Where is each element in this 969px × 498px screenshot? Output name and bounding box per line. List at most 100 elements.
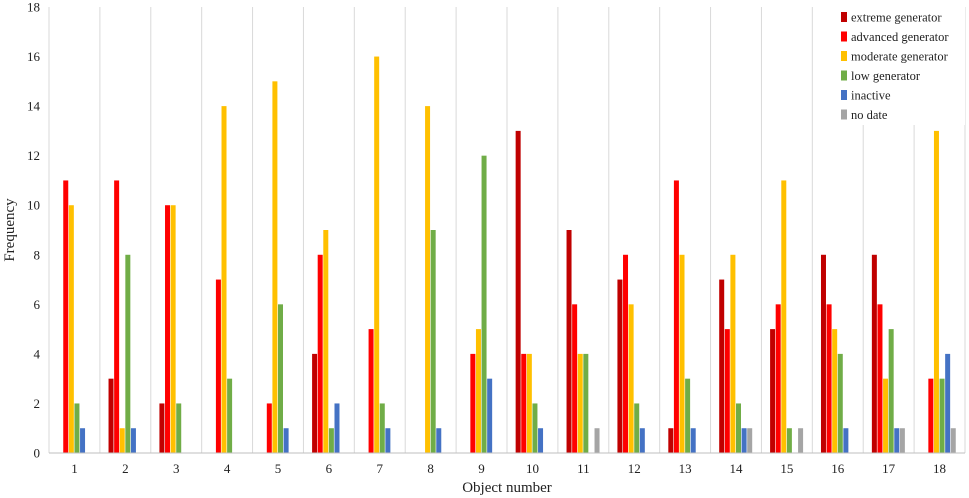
x-tick-label: 3 bbox=[173, 461, 180, 476]
bar bbox=[526, 353, 532, 453]
legend-label: low generator bbox=[851, 69, 921, 83]
bar bbox=[617, 279, 623, 453]
bar bbox=[668, 428, 674, 453]
bar bbox=[899, 428, 905, 453]
bar bbox=[125, 254, 131, 453]
x-tick-label: 5 bbox=[275, 461, 282, 476]
x-tick-label: 8 bbox=[427, 461, 434, 476]
bar bbox=[119, 428, 125, 453]
bar bbox=[481, 155, 487, 453]
bar bbox=[368, 329, 374, 453]
grid-lines bbox=[48, 7, 966, 453]
bar bbox=[719, 279, 725, 453]
bar bbox=[690, 428, 696, 453]
bar bbox=[623, 254, 629, 453]
bar bbox=[583, 353, 589, 453]
bar bbox=[108, 378, 114, 453]
y-axis-title: Frequency bbox=[2, 198, 18, 262]
x-tick-label: 16 bbox=[831, 461, 845, 476]
x-tick-label: 13 bbox=[679, 461, 692, 476]
y-tick-label: 16 bbox=[27, 49, 41, 64]
bar bbox=[74, 403, 80, 453]
bar bbox=[770, 329, 776, 453]
bar bbox=[639, 428, 645, 453]
bar bbox=[945, 353, 951, 453]
bar bbox=[470, 353, 476, 453]
x-tick-label: 12 bbox=[628, 461, 641, 476]
bar bbox=[266, 403, 272, 453]
bar bbox=[577, 353, 583, 453]
y-tick-label: 6 bbox=[34, 297, 41, 312]
x-tick-label: 6 bbox=[326, 461, 333, 476]
bar bbox=[747, 428, 753, 453]
legend-swatch bbox=[841, 31, 847, 42]
bar bbox=[130, 428, 136, 453]
bar bbox=[826, 304, 832, 453]
bar bbox=[80, 428, 86, 453]
y-tick-label: 10 bbox=[27, 198, 40, 213]
bar bbox=[379, 403, 385, 453]
bar bbox=[572, 304, 578, 453]
x-tick-label: 14 bbox=[730, 461, 744, 476]
bar bbox=[775, 304, 781, 453]
bar bbox=[933, 130, 939, 453]
bar bbox=[894, 428, 900, 453]
bar bbox=[566, 230, 572, 453]
x-axis-title: Object number bbox=[462, 480, 552, 496]
y-tick-label: 0 bbox=[34, 446, 41, 461]
bar bbox=[634, 403, 640, 453]
y-tick-labels: 0 2 4 6 8 10 12 14 16 18 bbox=[27, 0, 41, 461]
bar bbox=[312, 353, 318, 453]
x-tick-label: 11 bbox=[577, 461, 590, 476]
bar bbox=[170, 205, 176, 453]
legend-swatch bbox=[841, 109, 847, 120]
legend-label: extreme generator bbox=[851, 11, 942, 25]
y-tick-label: 14 bbox=[27, 99, 41, 114]
y-tick-label: 18 bbox=[27, 0, 40, 15]
bar bbox=[736, 403, 741, 453]
bar bbox=[278, 304, 283, 453]
bar bbox=[63, 180, 69, 453]
x-tick-label: 15 bbox=[780, 461, 793, 476]
x-tick-label: 10 bbox=[526, 461, 539, 476]
x-tick-label: 1 bbox=[71, 461, 78, 476]
bar bbox=[159, 403, 165, 453]
bar bbox=[430, 230, 436, 453]
bar bbox=[374, 56, 380, 454]
bar bbox=[176, 403, 182, 453]
bar bbox=[475, 329, 481, 453]
legend-swatch bbox=[841, 12, 847, 22]
bar bbox=[786, 428, 792, 453]
bar bbox=[425, 106, 431, 453]
bar bbox=[939, 378, 945, 453]
bar bbox=[832, 329, 838, 453]
bar bbox=[781, 180, 787, 453]
x-tick-label: 17 bbox=[882, 461, 896, 476]
bar bbox=[334, 403, 340, 453]
bar bbox=[215, 279, 221, 453]
bar bbox=[68, 205, 74, 453]
legend-label: advanced generator bbox=[851, 30, 949, 44]
bar bbox=[532, 403, 538, 453]
bar bbox=[724, 329, 730, 453]
bar bbox=[436, 428, 442, 453]
bar bbox=[487, 378, 493, 453]
bar bbox=[323, 230, 329, 453]
x-tick-label: 9 bbox=[478, 461, 485, 476]
bar bbox=[730, 254, 736, 453]
bar bbox=[673, 180, 679, 453]
y-tick-label: 4 bbox=[34, 346, 41, 361]
bar bbox=[950, 428, 956, 453]
legend-swatch bbox=[841, 51, 847, 61]
legend-label: inactive bbox=[851, 89, 891, 103]
x-tick-labels: 1 2 3 4 5 6 7 8 9 10 11 12 13 14 15 16 17 18 bbox=[71, 461, 946, 476]
legend-label: moderate generator bbox=[851, 50, 949, 64]
legend-label: no date bbox=[851, 108, 888, 122]
bar bbox=[628, 304, 634, 453]
bar bbox=[283, 428, 289, 453]
bar bbox=[328, 428, 334, 453]
y-tick-label: 12 bbox=[27, 148, 40, 163]
bar bbox=[798, 428, 804, 453]
bar bbox=[843, 428, 849, 453]
